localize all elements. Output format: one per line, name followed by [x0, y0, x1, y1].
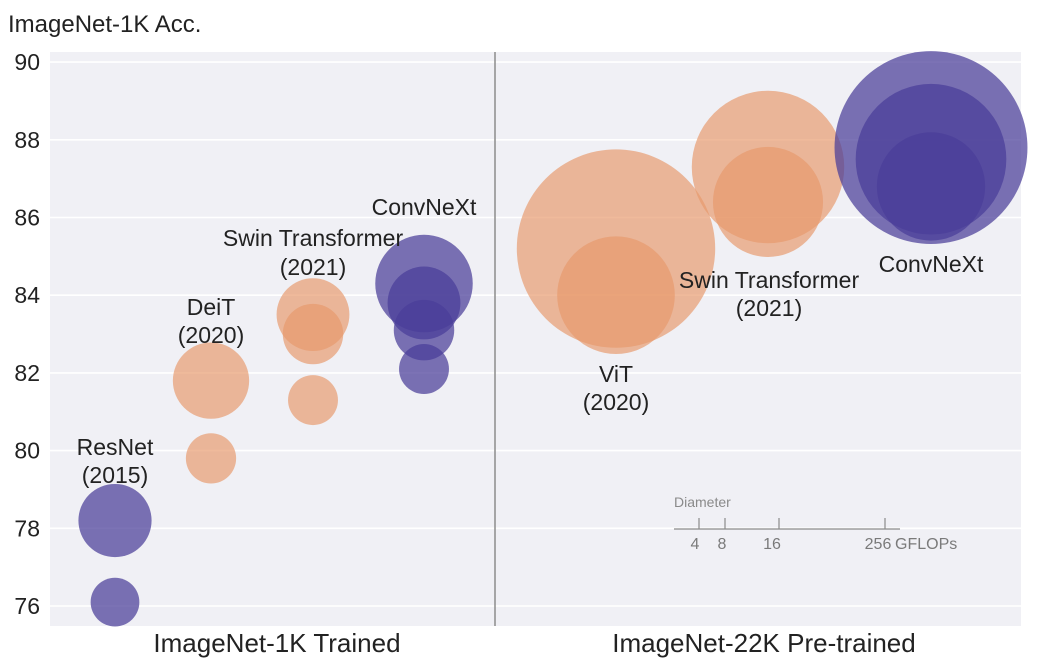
size-legend-tick-label: 8 — [718, 536, 727, 553]
panel-label: ImageNet-1K Trained — [153, 628, 400, 658]
size-legend-unit: GFLOPs — [895, 536, 957, 553]
y-tick-label: 90 — [14, 49, 40, 75]
bubble-swin-transformer — [282, 303, 344, 365]
y-tick-label: 88 — [14, 127, 40, 153]
bubble-vit — [557, 236, 675, 355]
bubble-convnext — [393, 299, 455, 361]
bubble-convnext — [876, 132, 986, 241]
model-year-label: (2015) — [82, 462, 148, 488]
y-tick-label: 76 — [14, 593, 40, 619]
y-tick-label: 82 — [14, 360, 40, 386]
model-year-label: (2021) — [736, 295, 802, 321]
size-legend-tick-label: 16 — [763, 536, 781, 553]
y-tick-label: 80 — [14, 438, 40, 464]
y-tick-labels: 76 78 80 82 84 86 88 90 — [14, 49, 40, 619]
y-tick-label: 78 — [14, 515, 40, 541]
model-labels: ResNet(2015)DeiT(2020)Swin Transformer(2… — [77, 194, 984, 488]
bubble-resnet — [78, 483, 152, 558]
bubbles — [78, 51, 1028, 627]
model-year-label: (2020) — [178, 322, 244, 348]
model-name-label: Swin Transformer — [679, 267, 860, 293]
bubble-swin-transformer — [712, 146, 824, 257]
panel-labels: ImageNet-1K Trained ImageNet-22K Pre-trai… — [153, 628, 915, 658]
bubble-resnet — [90, 577, 140, 627]
model-name-label: ViT — [599, 361, 633, 387]
model-name-label: ConvNeXt — [372, 194, 477, 220]
size-legend-tick-label: 256 — [865, 536, 892, 553]
y-tick-label: 84 — [14, 282, 40, 308]
size-legend-tick-label: 4 — [691, 536, 700, 553]
model-year-label: (2021) — [280, 254, 346, 280]
bubble-deit — [185, 433, 237, 484]
model-name-label: DeiT — [187, 294, 236, 320]
model-name-label: Swin Transformer — [223, 225, 404, 251]
bubble-convnext — [399, 344, 449, 394]
model-year-label: (2020) — [583, 389, 649, 415]
size-legend-title: Diameter — [674, 494, 731, 510]
panel-label: ImageNet-22K Pre-trained — [612, 628, 915, 658]
y-axis-label: ImageNet-1K Acc. — [8, 11, 201, 38]
bubble-deit — [172, 342, 250, 419]
model-name-label: ConvNeXt — [879, 251, 984, 277]
size-legend: Diameter 4 8 16 256 GFLOPs — [674, 494, 957, 553]
y-tick-label: 86 — [14, 205, 40, 231]
bubble-swin-transformer — [288, 375, 338, 426]
model-name-label: ResNet — [77, 434, 154, 460]
